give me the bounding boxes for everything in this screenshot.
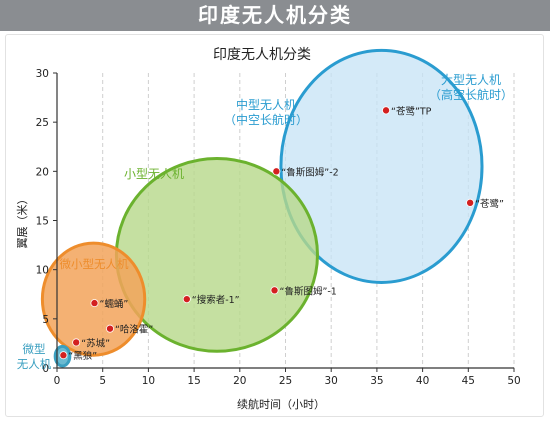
x-tick-label-0: 0 <box>54 375 61 387</box>
y-tick-label-20: 20 <box>36 166 49 178</box>
y-tick-label-15: 15 <box>36 216 49 228</box>
data-point-0 <box>59 351 68 360</box>
data-point-label-2: “哈洛霍” <box>115 324 153 336</box>
y-tick-label-0: 0 <box>42 363 49 375</box>
x-tick-label-50: 50 <box>507 375 520 387</box>
x-tick-label-10: 10 <box>142 375 155 387</box>
x-tick-label-45: 45 <box>462 375 475 387</box>
y-tick-label-5: 5 <box>42 314 49 326</box>
category-label-0-line-1: 无人机 <box>17 357 52 371</box>
data-point-2 <box>106 324 115 333</box>
x-tick-label-40: 40 <box>416 375 429 387</box>
category-bubble-2 <box>114 157 319 353</box>
category-label-3-line-1: （中空长航时） <box>224 112 308 127</box>
axes: 0 5 10 15 20 25 30 35 40 45 50 0 5 10 15 20 25 30 <box>36 68 521 387</box>
data-point-4 <box>182 295 191 304</box>
x-tick-label-35: 35 <box>370 375 383 387</box>
category-label-4-line-0: 大型无人机 <box>441 73 501 87</box>
y-tick-label-30: 30 <box>36 68 49 80</box>
data-point-label-3: “蠕蛹” <box>99 299 128 310</box>
banner-title: 印度无人机分类 <box>198 3 352 27</box>
title-banner: 印度无人机分类 <box>0 0 550 31</box>
data-point-label-7: “苍鹭”TP <box>391 105 432 117</box>
x-tick-label-20: 20 <box>233 375 246 387</box>
x-tick-label-25: 25 <box>279 375 292 387</box>
data-point-label-8: “苍鹭” <box>475 198 504 210</box>
data-point-6 <box>272 167 281 176</box>
x-tick-label-15: 15 <box>187 375 200 387</box>
data-points <box>59 106 475 360</box>
data-point-3 <box>90 299 99 308</box>
data-point-label-0: “黑狼” <box>68 350 97 362</box>
data-point-label-5: “鲁斯图姆”-1 <box>280 285 337 297</box>
chart-card: 0 5 10 15 20 25 30 35 40 45 50 0 5 10 15 20 25 30 微型 无人机 微小… <box>5 34 544 417</box>
category-label-2-line-0: 小型无人机 <box>124 167 184 181</box>
data-point-label-6: “鲁斯图姆”-2 <box>281 166 338 178</box>
y-tick-label-10: 10 <box>36 265 49 277</box>
data-point-label-4: “搜索者-1” <box>192 294 240 306</box>
data-point-1 <box>72 338 81 347</box>
data-point-label-1: “苏城” <box>81 337 110 349</box>
category-label-4-line-1: （高空长航时） <box>429 87 513 102</box>
category-bubbles <box>40 48 484 368</box>
x-axis-label: 续航时间（小时） <box>237 397 325 411</box>
category-label-0-line-0: 微型 <box>23 342 46 356</box>
y-tick-label-25: 25 <box>36 117 49 129</box>
y-axis-label: 翼展（米） <box>16 194 29 249</box>
data-point-7 <box>382 106 391 115</box>
chart-title: 印度无人机分类 <box>213 47 311 63</box>
category-label-3-line-0: 中型无人机 <box>236 97 296 112</box>
category-bubble-3 <box>279 48 484 284</box>
category-bubble-1 <box>40 241 147 357</box>
data-point-8 <box>466 198 475 207</box>
x-tick-label-5: 5 <box>99 375 106 387</box>
category-label-1-line-0: 微小型无人机 <box>60 257 129 271</box>
data-point-5 <box>270 286 279 295</box>
x-tick-label-30: 30 <box>325 375 338 387</box>
